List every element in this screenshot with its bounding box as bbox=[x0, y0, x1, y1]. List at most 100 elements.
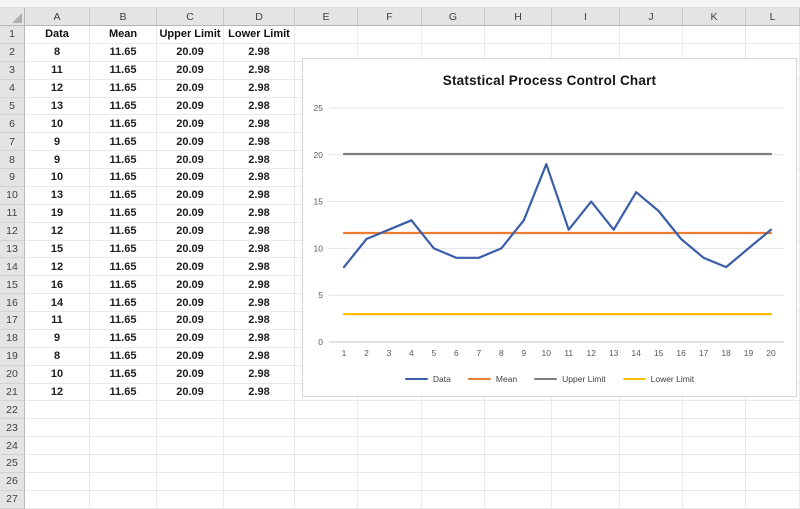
cell-B2[interactable]: 11.65 bbox=[90, 43, 157, 62]
cell-H26[interactable] bbox=[485, 472, 552, 491]
legend-item-mean[interactable]: Mean bbox=[467, 374, 517, 384]
cell-A26[interactable] bbox=[25, 472, 90, 491]
cell-F24[interactable] bbox=[358, 437, 422, 455]
cell-E24[interactable] bbox=[295, 437, 358, 455]
cell-D22[interactable] bbox=[224, 401, 295, 420]
row-header-2[interactable]: 2 bbox=[0, 43, 25, 62]
row-header-9[interactable]: 9 bbox=[0, 169, 25, 187]
cell-C16[interactable]: 20.09 bbox=[157, 294, 224, 312]
cell-B27[interactable] bbox=[90, 490, 157, 509]
cell-B19[interactable]: 11.65 bbox=[90, 347, 157, 366]
cell-C17[interactable]: 20.09 bbox=[157, 312, 224, 330]
row-header-21[interactable]: 21 bbox=[0, 383, 25, 402]
cell-B4[interactable]: 11.65 bbox=[90, 79, 157, 98]
cell-A16[interactable]: 14 bbox=[25, 294, 90, 312]
cell-D1[interactable]: Lower Limit bbox=[224, 26, 295, 44]
row-header-13[interactable]: 13 bbox=[0, 240, 25, 259]
cell-D23[interactable] bbox=[224, 419, 295, 438]
cell-B20[interactable]: 11.65 bbox=[90, 365, 157, 384]
cell-C24[interactable] bbox=[157, 437, 224, 455]
cell-B24[interactable] bbox=[90, 437, 157, 455]
cell-D5[interactable]: 2.98 bbox=[224, 97, 295, 116]
cell-F22[interactable] bbox=[358, 401, 422, 420]
chart-title[interactable]: Statstical Process Control Chart bbox=[442, 73, 657, 88]
row-header-23[interactable]: 23 bbox=[0, 419, 25, 438]
select-all-button[interactable] bbox=[0, 8, 25, 25]
cell-I24[interactable] bbox=[552, 437, 620, 455]
row-header-18[interactable]: 18 bbox=[0, 329, 25, 348]
cell-C4[interactable]: 20.09 bbox=[157, 79, 224, 98]
cell-A6[interactable]: 10 bbox=[25, 115, 90, 134]
cell-D3[interactable]: 2.98 bbox=[224, 61, 295, 80]
cell-A12[interactable]: 12 bbox=[25, 222, 90, 241]
cell-D15[interactable]: 2.98 bbox=[224, 276, 295, 295]
cell-B17[interactable]: 11.65 bbox=[90, 312, 157, 330]
row-header-4[interactable]: 4 bbox=[0, 79, 25, 98]
column-header-B[interactable]: B bbox=[90, 8, 157, 25]
cell-J22[interactable] bbox=[620, 401, 683, 420]
cell-D12[interactable]: 2.98 bbox=[224, 222, 295, 241]
cell-C23[interactable] bbox=[157, 419, 224, 438]
cell-A24[interactable] bbox=[25, 437, 90, 455]
cell-E26[interactable] bbox=[295, 472, 358, 491]
cell-D2[interactable]: 2.98 bbox=[224, 43, 295, 62]
cell-B3[interactable]: 11.65 bbox=[90, 61, 157, 80]
cell-G1[interactable] bbox=[422, 26, 485, 44]
cell-B13[interactable]: 11.65 bbox=[90, 240, 157, 259]
cell-F25[interactable] bbox=[358, 455, 422, 473]
row-header-26[interactable]: 26 bbox=[0, 472, 25, 491]
cell-A8[interactable]: 9 bbox=[25, 151, 90, 169]
cell-E25[interactable] bbox=[295, 455, 358, 473]
cell-C21[interactable]: 20.09 bbox=[157, 383, 224, 402]
cell-L26[interactable] bbox=[746, 472, 800, 491]
cell-B23[interactable] bbox=[90, 419, 157, 438]
cell-A9[interactable]: 10 bbox=[25, 169, 90, 187]
cell-J27[interactable] bbox=[620, 490, 683, 509]
cell-E1[interactable] bbox=[295, 26, 358, 44]
cell-A4[interactable]: 12 bbox=[25, 79, 90, 98]
column-header-E[interactable]: E bbox=[295, 8, 358, 25]
row-header-1[interactable]: 1 bbox=[0, 26, 25, 44]
cell-H22[interactable] bbox=[485, 401, 552, 420]
row-header-15[interactable]: 15 bbox=[0, 276, 25, 295]
cell-E27[interactable] bbox=[295, 490, 358, 509]
legend-item-lower-limit[interactable]: Lower Limit bbox=[622, 374, 694, 384]
cell-C12[interactable]: 20.09 bbox=[157, 222, 224, 241]
cell-D11[interactable]: 2.98 bbox=[224, 204, 295, 223]
cell-I23[interactable] bbox=[552, 419, 620, 438]
row-header-22[interactable]: 22 bbox=[0, 401, 25, 420]
cell-G25[interactable] bbox=[422, 455, 485, 473]
cell-C5[interactable]: 20.09 bbox=[157, 97, 224, 116]
cell-D4[interactable]: 2.98 bbox=[224, 79, 295, 98]
legend-item-upper-limit[interactable]: Upper Limit bbox=[534, 374, 606, 384]
cell-H1[interactable] bbox=[485, 26, 552, 44]
row-header-10[interactable]: 10 bbox=[0, 186, 25, 205]
column-header-A[interactable]: A bbox=[25, 8, 90, 25]
row-header-11[interactable]: 11 bbox=[0, 204, 25, 223]
cell-K26[interactable] bbox=[683, 472, 746, 491]
cell-L24[interactable] bbox=[746, 437, 800, 455]
cell-H23[interactable] bbox=[485, 419, 552, 438]
cell-G27[interactable] bbox=[422, 490, 485, 509]
cell-C15[interactable]: 20.09 bbox=[157, 276, 224, 295]
cell-C8[interactable]: 20.09 bbox=[157, 151, 224, 169]
cell-B8[interactable]: 11.65 bbox=[90, 151, 157, 169]
cell-B16[interactable]: 11.65 bbox=[90, 294, 157, 312]
cell-D24[interactable] bbox=[224, 437, 295, 455]
cell-A5[interactable]: 13 bbox=[25, 97, 90, 116]
cell-G22[interactable] bbox=[422, 401, 485, 420]
cell-D20[interactable]: 2.98 bbox=[224, 365, 295, 384]
cell-I26[interactable] bbox=[552, 472, 620, 491]
cell-F23[interactable] bbox=[358, 419, 422, 438]
cell-C22[interactable] bbox=[157, 401, 224, 420]
cell-G24[interactable] bbox=[422, 437, 485, 455]
row-header-5[interactable]: 5 bbox=[0, 97, 25, 116]
row-header-24[interactable]: 24 bbox=[0, 437, 25, 455]
cell-D21[interactable]: 2.98 bbox=[224, 383, 295, 402]
cell-A18[interactable]: 9 bbox=[25, 329, 90, 348]
cell-C11[interactable]: 20.09 bbox=[157, 204, 224, 223]
cell-K25[interactable] bbox=[683, 455, 746, 473]
cell-L27[interactable] bbox=[746, 490, 800, 509]
cell-A7[interactable]: 9 bbox=[25, 133, 90, 152]
cell-D18[interactable]: 2.98 bbox=[224, 329, 295, 348]
